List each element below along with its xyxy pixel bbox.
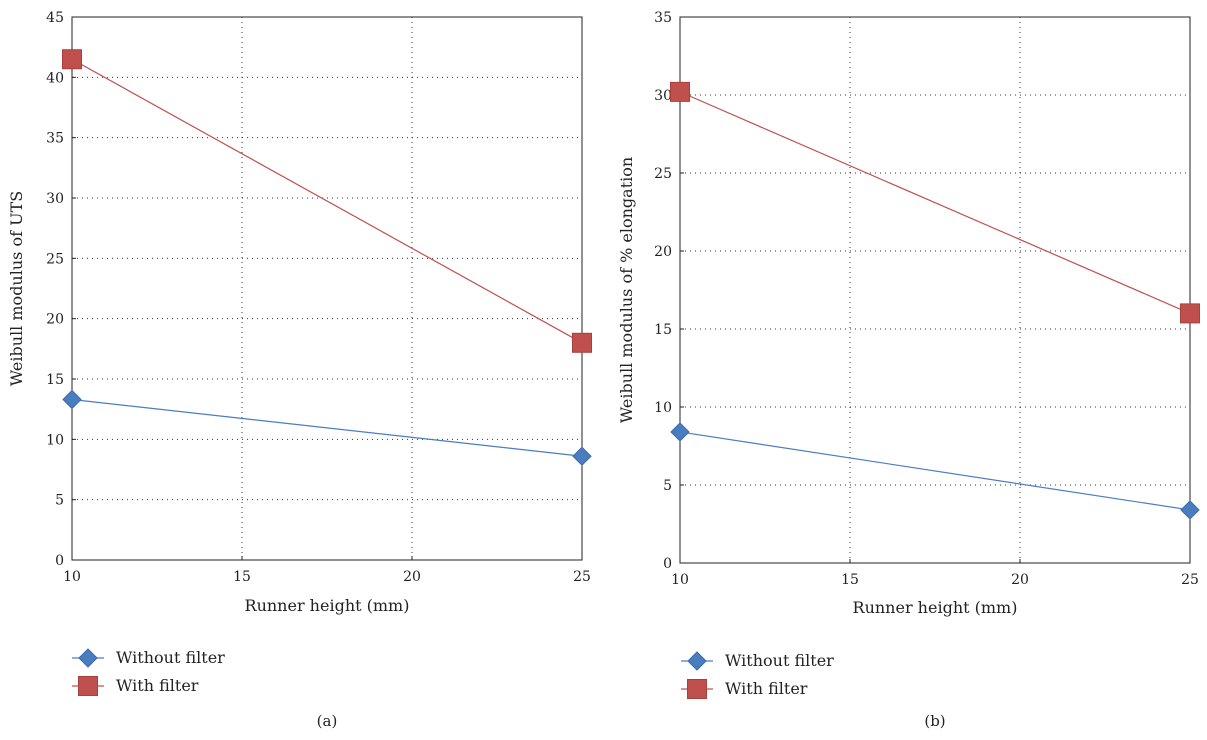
y-tick-label: 10: [654, 400, 672, 416]
panel-label: (b): [924, 712, 945, 730]
y-tick-label: 5: [55, 493, 64, 509]
panel-label: (a): [317, 712, 338, 730]
x-axis-label: Runner height (mm): [245, 596, 410, 615]
y-tick-label: 25: [46, 251, 64, 267]
y-tick-label: 10: [46, 432, 64, 448]
x-tick-label: 15: [233, 569, 251, 585]
y-tick-label: 30: [46, 191, 64, 207]
y-tick-label: 15: [46, 372, 64, 388]
legend-marker: [687, 651, 707, 671]
legend-item: Without filter: [681, 651, 834, 671]
y-tick-label: 15: [654, 322, 672, 338]
legend-label: Without filter: [725, 651, 834, 670]
data-point: [62, 389, 82, 410]
legend-label: With filter: [116, 676, 199, 695]
series-without-filter: [62, 389, 592, 466]
series-without-filter: [670, 422, 1200, 520]
y-axis-label: Weibull modulus of % elongation: [617, 157, 636, 423]
legend-item: With filter: [72, 676, 199, 696]
y-axis-label: Weibull modulus of UTS: [7, 191, 26, 386]
x-tick-label: 25: [1181, 572, 1199, 588]
data-point: [670, 81, 690, 102]
y-tick-label: 35: [654, 10, 672, 26]
legend-marker: [78, 648, 98, 668]
y-tick-label: 20: [654, 244, 672, 260]
series-line: [71, 58, 583, 344]
legend-label: Without filter: [116, 648, 225, 667]
legend-item: Without filter: [72, 648, 225, 668]
chart-panel-b: 0 5 10 15 20 25 30 35 10 15 20 25 Runner height (mm)…: [617, 10, 1200, 730]
legend-marker: [687, 679, 707, 699]
series-with-filter: [62, 49, 592, 353]
x-tick-label: 10: [63, 569, 81, 585]
x-tick-label: 20: [403, 569, 421, 585]
y-tick-label: 0: [55, 553, 64, 569]
y-tick-label: 40: [46, 70, 64, 86]
data-point: [572, 446, 592, 466]
y-tick-label: 45: [46, 10, 64, 26]
legend-item: With filter: [681, 679, 808, 699]
data-point: [62, 49, 82, 70]
x-tick-label: 25: [573, 569, 591, 585]
legend-label: With filter: [725, 679, 808, 698]
y-tick-label: 35: [46, 131, 64, 147]
y-tick-label: 0: [663, 556, 672, 572]
x-axis-label: Runner height (mm): [853, 598, 1018, 617]
y-tick-label: 25: [654, 166, 672, 182]
x-tick-label: 10: [671, 572, 689, 588]
y-tick-label: 30: [654, 88, 672, 104]
plot-frame: [679, 16, 1191, 564]
x-tick-label: 20: [1011, 572, 1029, 588]
y-tick-label: 20: [46, 312, 64, 328]
data-point: [1180, 303, 1200, 324]
series-with-filter: [670, 81, 1200, 324]
chart-panel-a: 0 5 10 15 20 25 30 35 40 45 10 15 20 25 Runner height …: [7, 10, 592, 730]
x-tick-label: 15: [841, 572, 859, 588]
series-line: [71, 398, 583, 457]
legend: Without filter With filter: [681, 651, 834, 699]
plot-frame: [71, 16, 583, 561]
data-point: [1180, 500, 1200, 520]
legend-marker: [78, 676, 98, 696]
data-point: [670, 422, 690, 442]
legend: Without filter With filter: [72, 648, 225, 696]
data-point: [572, 332, 592, 353]
series-line: [679, 431, 1191, 511]
series-line: [679, 91, 1191, 314]
y-tick-label: 5: [663, 478, 672, 494]
